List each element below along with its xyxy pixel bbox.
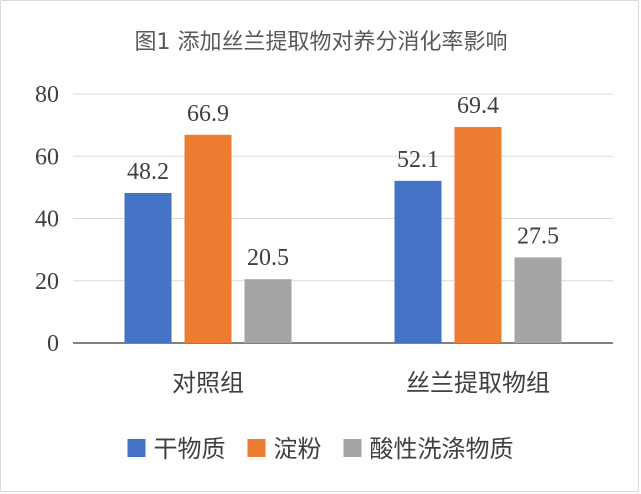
category-label: 丝兰提取物组 [406, 369, 550, 397]
bar-0-0 [124, 192, 172, 343]
y-tick-label: 60 [35, 144, 59, 170]
y-tick-label: 40 [35, 207, 59, 233]
legend-label: 淀粉 [274, 435, 322, 463]
y-tick-label: 80 [35, 82, 59, 108]
y-tick-label: 20 [35, 269, 59, 295]
bar-1-1 [454, 126, 502, 344]
bar-0-1 [184, 134, 232, 343]
legend-swatch [127, 439, 146, 457]
legend-item: 干物质 [127, 435, 226, 463]
bar-1-0 [394, 180, 442, 343]
legend-swatch [247, 439, 266, 457]
bar-1-2 [514, 257, 562, 343]
data-label: 69.4 [457, 93, 499, 119]
bar-0-2 [244, 279, 292, 343]
legend-item: 淀粉 [247, 435, 322, 463]
chart-title: 图1 添加丝兰提取物对养分消化率影响 [135, 30, 508, 55]
legend-label: 干物质 [154, 435, 226, 463]
data-labels: 48.2 66.9 20.5 52.1 69.4 27.5 [127, 93, 559, 271]
legend-swatch [343, 439, 362, 457]
data-label: 48.2 [127, 159, 169, 185]
bars [124, 126, 562, 344]
legend-item: 酸性洗涤物质 [343, 435, 514, 463]
y-tick-label: 0 [47, 331, 59, 357]
data-label: 27.5 [517, 223, 559, 249]
data-label: 66.9 [187, 101, 229, 127]
x-axis: 对照组 丝兰提取物组 [172, 369, 550, 397]
data-label: 52.1 [397, 147, 439, 173]
data-label: 20.5 [247, 245, 289, 271]
legend: 干物质 淀粉 酸性洗涤物质 [127, 435, 514, 463]
y-axis: 0 20 40 60 80 [35, 82, 613, 357]
legend-label: 酸性洗涤物质 [370, 435, 514, 463]
category-label: 对照组 [172, 369, 244, 397]
